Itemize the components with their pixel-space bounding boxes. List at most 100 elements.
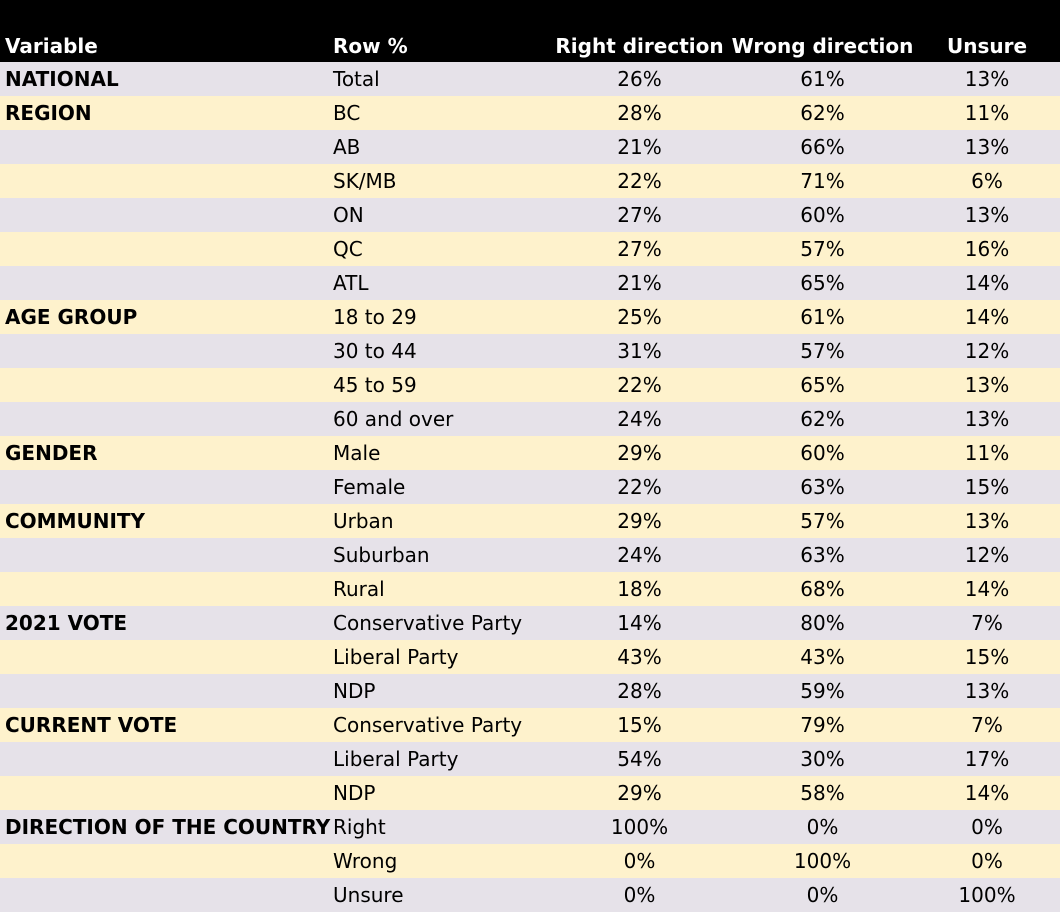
unsure-cell: 13% [964,67,1010,91]
unsure-cell: 14% [964,271,1010,295]
unsure-cell: 6% [971,169,1003,193]
table-row: ATL 21% 65% 14% [0,266,1060,300]
wrong-direction-cell: 30% [800,747,845,771]
table-row: NATIONAL Total 26% 61% 13% [0,62,1060,96]
right-direction-cell: 27% [617,203,662,227]
table-row: COMMUNITY Urban 29% 57% 13% [0,504,1060,538]
right-direction-cell: 15% [617,713,662,737]
row-label-cell: 18 to 29 [333,305,417,329]
wrong-direction-cell: 66% [800,135,845,159]
right-direction-cell: 21% [617,135,662,159]
table-row: Rural 18% 68% 14% [0,572,1060,606]
row-label-cell: Unsure [333,883,404,907]
unsure-cell: 0% [971,849,1003,873]
unsure-cell: 12% [964,543,1010,567]
wrong-direction-cell: 61% [800,67,845,91]
row-label-cell: ATL [333,271,369,295]
header-variable: Variable [5,34,98,58]
table-row: ON 27% 60% 13% [0,198,1060,232]
row-label-cell: Liberal Party [333,747,459,771]
unsure-cell: 14% [964,305,1010,329]
wrong-direction-cell: 59% [800,679,845,703]
right-direction-cell: 22% [617,373,662,397]
wrong-direction-cell: 63% [800,543,845,567]
row-label-cell: 30 to 44 [333,339,417,363]
wrong-direction-cell: 100% [793,849,852,873]
unsure-cell: 15% [964,645,1010,669]
unsure-cell: 14% [964,781,1010,805]
right-direction-cell: 29% [617,441,662,465]
right-direction-cell: 29% [617,509,662,533]
table-header: Variable Row % Right direction Wrong dir… [0,0,1060,62]
header-unsure: Unsure [946,34,1028,58]
variable-cell: REGION [5,101,92,125]
table-row: 2021 VOTE Conservative Party 14% 80% 7% [0,606,1060,640]
table-body: NATIONAL Total 26% 61% 13% REGION BC 28% 62% 11% A… [0,62,1060,912]
wrong-direction-cell: 57% [800,237,845,261]
wrong-direction-cell: 58% [800,781,845,805]
row-label-cell: Urban [333,509,394,533]
right-direction-cell: 14% [617,611,662,635]
row-label-cell: QC [333,237,363,261]
row-label-cell: ON [333,203,364,227]
unsure-cell: 17% [964,747,1010,771]
right-direction-cell: 24% [617,407,662,431]
right-direction-cell: 54% [617,747,662,771]
table-row: Liberal Party 43% 43% 15% [0,640,1060,674]
wrong-direction-cell: 62% [800,407,845,431]
table-row: NDP 28% 59% 13% [0,674,1060,708]
row-label-cell: NDP [333,679,376,703]
row-label-cell: Female [333,475,406,499]
unsure-cell: 100% [958,883,1016,907]
right-direction-cell: 22% [617,475,662,499]
wrong-direction-cell: 60% [800,203,845,227]
unsure-cell: 13% [964,203,1010,227]
right-direction-cell: 0% [623,849,656,873]
table-row: SK/MB 22% 71% 6% [0,164,1060,198]
table-row: NDP 29% 58% 14% [0,776,1060,810]
wrong-direction-cell: 57% [800,509,845,533]
unsure-cell: 13% [964,679,1010,703]
wrong-direction-cell: 63% [800,475,845,499]
right-direction-cell: 0% [623,883,656,907]
right-direction-cell: 27% [617,237,662,261]
table-row: 60 and over 24% 62% 13% [0,402,1060,436]
variable-cell: AGE GROUP [5,305,138,329]
row-label-cell: Rural [333,577,385,601]
right-direction-cell: 18% [617,577,662,601]
row-label-cell: Conservative Party [333,713,523,737]
row-label-cell: 60 and over [333,407,454,431]
right-direction-cell: 28% [617,101,662,125]
wrong-direction-cell: 43% [800,645,845,669]
row-label-cell: NDP [333,781,376,805]
right-direction-cell: 100% [610,815,669,839]
table-row: Unsure 0% 0% 100% [0,878,1060,912]
row-label-cell: Male [333,441,381,465]
wrong-direction-cell: 71% [800,169,845,193]
variable-cell: DIRECTION OF THE COUNTRY [5,815,331,839]
row-label-cell: Liberal Party [333,645,459,669]
unsure-cell: 14% [964,577,1010,601]
row-label-cell: Suburban [333,543,430,567]
header-wrong-direction: Wrong direction [731,34,914,58]
table-row: REGION BC 28% 62% 11% [0,96,1060,130]
unsure-cell: 0% [971,815,1003,839]
unsure-cell: 7% [971,713,1003,737]
header-right-direction: Right direction [555,34,724,58]
wrong-direction-cell: 80% [800,611,845,635]
right-direction-cell: 31% [617,339,662,363]
row-label-cell: Conservative Party [333,611,523,635]
unsure-cell: 12% [964,339,1010,363]
unsure-cell: 15% [964,475,1010,499]
right-direction-cell: 21% [617,271,662,295]
wrong-direction-cell: 79% [800,713,845,737]
table-row: QC 27% 57% 16% [0,232,1060,266]
unsure-cell: 13% [964,373,1010,397]
table-row: Suburban 24% 63% 12% [0,538,1060,572]
table-row: DIRECTION OF THE COUNTRY Right 100% 0% 0% [0,810,1060,844]
wrong-direction-cell: 57% [800,339,845,363]
row-label-cell: Total [333,67,380,91]
row-label-cell: Right [333,815,386,839]
table-row: AGE GROUP 18 to 29 25% 61% 14% [0,300,1060,334]
